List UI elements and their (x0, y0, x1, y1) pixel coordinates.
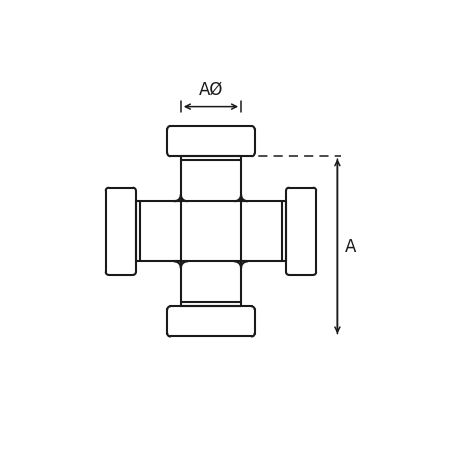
Text: AØ: AØ (198, 81, 223, 99)
Text: A: A (344, 238, 356, 256)
